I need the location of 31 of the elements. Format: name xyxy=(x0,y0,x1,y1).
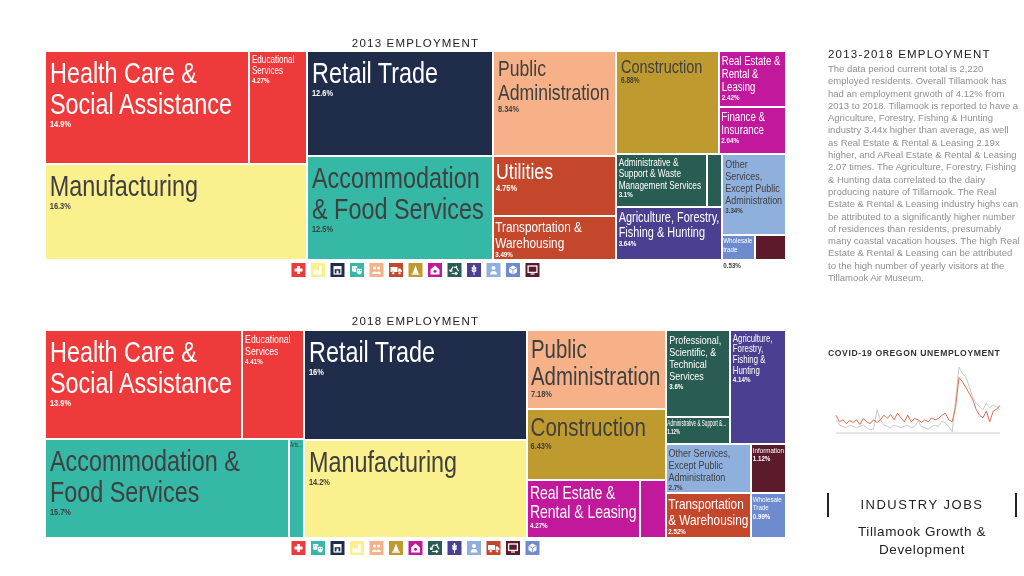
category-label: Real Estate & Rental & Leasing xyxy=(529,482,637,522)
category-label: Agriculture, Forestry, Fishing & Hunting xyxy=(732,332,773,376)
category-label: Professional, Scientific, & Technical Services xyxy=(669,333,722,383)
text: 2018 EMPLOYMENT xyxy=(350,314,481,329)
chart-title: COVID-19 OREGON UNEMPLOYMENT xyxy=(827,347,1002,359)
category-label: Educational Services xyxy=(245,333,291,358)
category-label: Other Services, Except Public Administration xyxy=(725,157,783,207)
data-label: 8.34% xyxy=(498,102,520,115)
text: 2013-2018 EMPLOYMENT xyxy=(828,47,992,62)
data-label: 6.43% xyxy=(530,439,552,451)
category-label: Utilities xyxy=(496,159,553,184)
text: Tillamook Growth & Development xyxy=(856,523,988,559)
category-label: Finance & Insurance xyxy=(721,109,766,136)
data-label: 6.88% xyxy=(621,75,640,86)
category-label: Construction xyxy=(530,412,646,442)
data-label: 4.75% xyxy=(496,182,518,194)
text: INDUSTRY JOBS xyxy=(860,497,984,512)
data-label: 7.18% xyxy=(530,388,553,400)
category-label: Public Administration xyxy=(498,56,610,105)
category-label: Educational Services xyxy=(251,54,295,77)
text: The data period current total is 2,220 employed residents. Overall Tillamook has had an employment grwoth of 4.12% from 2013 to 2018. Tillamook is reported to have a Agriculture, Forestry, Fishing & Hunting industry 3.44x higher than average, as well as Real Estate & Rental & Leasing 2.19x higher, and AReal Estate & Rental & Leasing 2.07 times. The Agriculture, Forestry, Fishing & Hunting data correlated to the dairy producing nature of Tillamook. The Real Estate & Rental & Leasing industry highs can be attributed to a significantly higher number of residences than residents, presumably many coastal vacation houses. The high Real Estate & Rental & Leasing can be attributed to the high number of yearly visitors at the Tillamook Air Museum. xyxy=(828,63,1020,284)
category-label: Public Administration xyxy=(530,334,661,391)
category-label: Transportation & Warehousing xyxy=(668,495,749,529)
category-label: Transportation & Warehousing xyxy=(495,218,582,252)
category-label: Agriculture, Forestry, Fishing & Hunting xyxy=(618,210,720,241)
category-label: Administrative & Support & Waste Management Services xyxy=(618,156,702,191)
category-label: Other Services, Except Public Administration xyxy=(668,446,731,484)
data-label: 4.27% xyxy=(529,519,549,530)
category-label: Construction xyxy=(621,56,703,78)
category-label: Real Estate & Rental & Leasing xyxy=(721,53,781,93)
text: 2013 EMPLOYMENT xyxy=(350,36,481,51)
